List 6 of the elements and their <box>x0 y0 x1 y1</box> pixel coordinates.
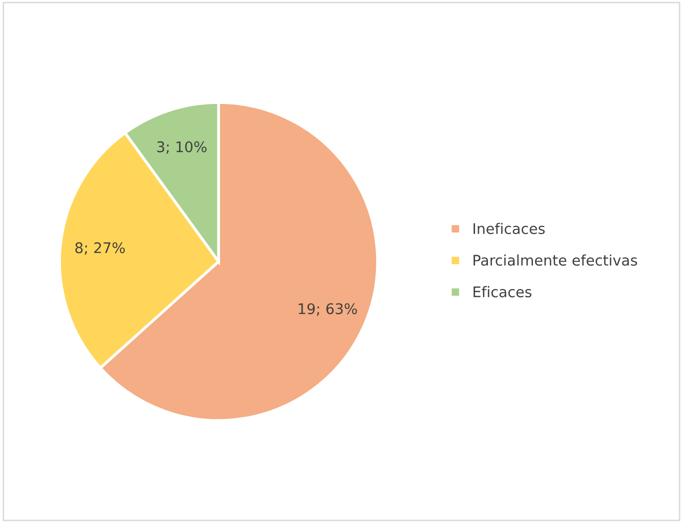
data-label: 19; 63% <box>298 303 357 316</box>
data-label: 3; 10% <box>157 141 207 154</box>
legend-label: Eficaces <box>474 286 532 298</box>
data-label: 8; 27% <box>75 242 125 255</box>
legend-label: Parcialmente efectivas <box>474 254 638 266</box>
legend-label: Ineficaces <box>474 222 545 234</box>
